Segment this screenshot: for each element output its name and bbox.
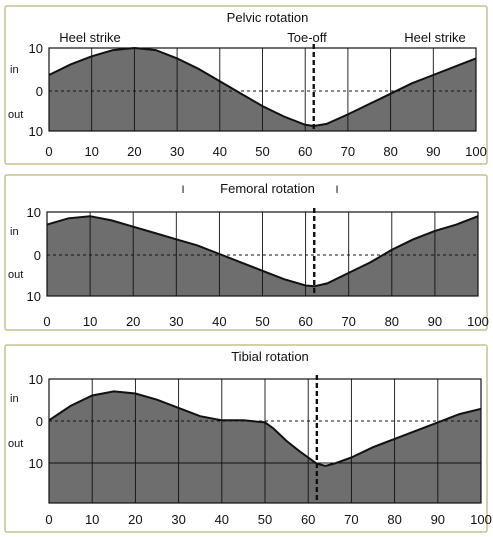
x-tick-label: 50: [255, 144, 269, 159]
x-tick-label: 50: [258, 512, 272, 527]
x-tick-label: 10: [83, 314, 97, 329]
side-label-in: in: [10, 64, 19, 76]
x-tick-label: 20: [128, 512, 142, 527]
y-tick-label: 0: [36, 84, 43, 99]
y-tick-label: 10: [27, 289, 41, 304]
y-tick-label: 10: [29, 372, 43, 387]
annotation-label: Toe-off: [287, 30, 327, 45]
annotation-label: Heel strike: [59, 30, 120, 45]
x-tick-label: 90: [426, 144, 440, 159]
x-tick-label: 80: [387, 512, 401, 527]
chart-title: Femoral rotation: [220, 181, 315, 196]
x-tick-label: 0: [43, 314, 50, 329]
x-tick-label: 80: [385, 314, 399, 329]
plot-border: [46, 211, 479, 297]
x-tick-label: 50: [255, 314, 269, 329]
x-tick-label: 90: [428, 314, 442, 329]
x-tick-label: 60: [298, 314, 312, 329]
x-tick-label: 90: [431, 512, 445, 527]
x-tick-label: 30: [171, 512, 185, 527]
y-tick-label: 10: [29, 456, 43, 471]
x-tick-label: 10: [84, 144, 98, 159]
x-tick-label: 30: [169, 314, 183, 329]
chart-title: Pelvic rotation: [227, 10, 309, 25]
side-label-in: in: [10, 226, 19, 238]
y-tick-label: 10: [27, 205, 41, 220]
rotation-area: [49, 48, 476, 131]
rotation-panel-1: Pelvic rotation Heel strike Toe-off Heel st…: [4, 5, 488, 165]
y-tick-label: 0: [36, 414, 43, 429]
rotation-area: [47, 216, 478, 296]
x-tick-label: 60: [298, 144, 312, 159]
side-label-in: in: [10, 393, 19, 405]
x-tick-label: 20: [126, 314, 140, 329]
side-label-out: out: [8, 269, 23, 281]
x-tick-label: 40: [213, 144, 227, 159]
x-tick-label: 10: [85, 512, 99, 527]
rotation-curve: [48, 46, 477, 128]
chart-title: Tibial rotation: [231, 349, 309, 364]
x-tick-label: 100: [465, 144, 487, 159]
x-tick-label: 100: [467, 314, 489, 329]
x-tick-label: 70: [341, 144, 355, 159]
rotation-curve: [48, 390, 482, 467]
plot-border: [48, 378, 482, 504]
title-mark: I: [181, 184, 184, 196]
x-tick-label: 0: [45, 512, 52, 527]
y-tick-label: 0: [34, 248, 41, 263]
title-mark: I: [335, 184, 338, 196]
x-tick-label: 60: [301, 512, 315, 527]
side-label-out: out: [8, 438, 23, 450]
x-tick-label: 20: [127, 144, 141, 159]
x-tick-label: 30: [170, 144, 184, 159]
annotation-label: Heel strike: [404, 30, 465, 45]
y-tick-label: 10: [29, 124, 43, 139]
plot-border: [48, 47, 477, 132]
x-tick-label: 80: [383, 144, 397, 159]
x-tick-label: 0: [45, 144, 52, 159]
x-tick-label: 40: [212, 314, 226, 329]
side-label-out: out: [8, 109, 23, 121]
y-tick-label: 10: [29, 41, 43, 56]
x-tick-label: 70: [341, 314, 355, 329]
x-tick-label: 70: [344, 512, 358, 527]
x-tick-label: 100: [470, 512, 492, 527]
x-tick-label: 40: [215, 512, 229, 527]
rotation-curve: [46, 215, 479, 288]
